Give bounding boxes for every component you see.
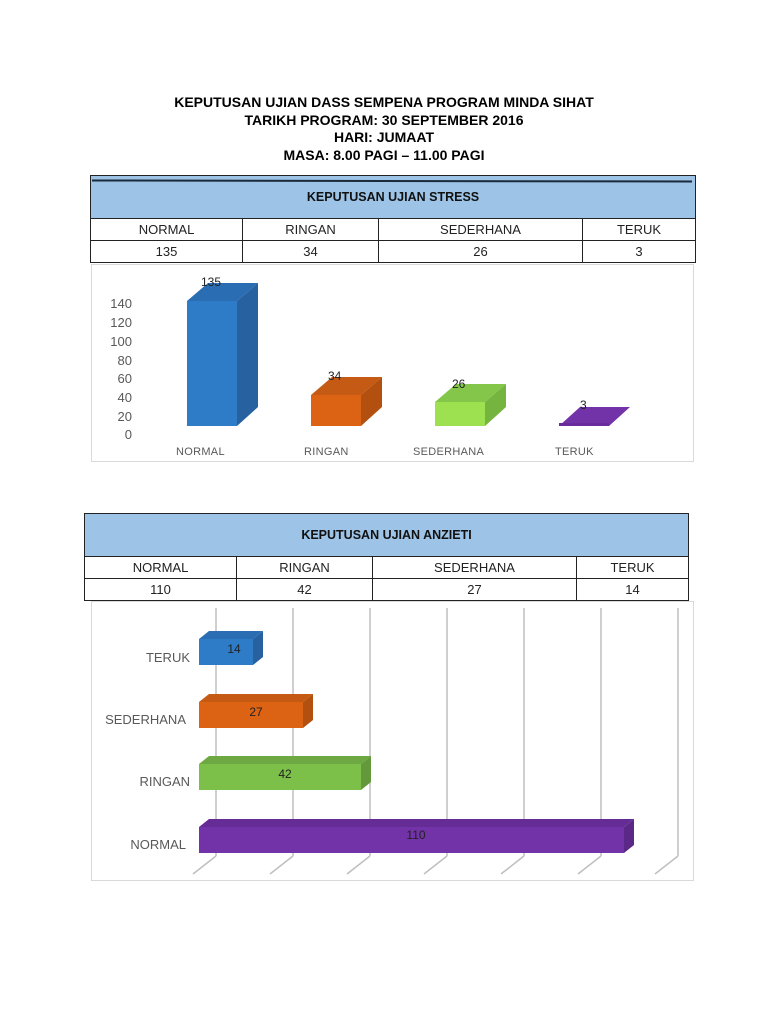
x-cat-teruk: TERUK (555, 446, 594, 458)
anxiety-val-normal: 110 (84, 578, 237, 601)
y-tick-40: 40 (117, 390, 132, 405)
stress-col-normal: NORMAL (90, 218, 243, 241)
title-line-1: KEPUTUSAN UJIAN DASS SEMPENA PROGRAM MIN… (174, 94, 594, 110)
bar-sederhana (435, 384, 506, 426)
x-cat-normal: NORMAL (176, 446, 225, 458)
anxiety-val-ringan: 42 (236, 578, 373, 601)
title-line-3: HARI: JUMAAT (333, 129, 435, 145)
document-title: KEPUTUSAN UJIAN DASS SEMPENA PROGRAM MIN… (0, 94, 768, 164)
y-tick-120: 120 (110, 315, 132, 330)
stress-result-table: KEPUTUSAN UJIAN STRESS NORMAL RINGAN SED… (90, 175, 696, 263)
stress-col-ringan: RINGAN (242, 218, 379, 241)
y-tick-100: 100 (110, 334, 132, 349)
y-tick-0: 0 (124, 427, 132, 442)
anxiety-col-teruk: TERUK (575, 556, 690, 579)
bar-normal (187, 283, 258, 426)
title-line-4: MASA: 8.00 PAGI – 11.00 PAGI (283, 146, 485, 163)
stress-val-normal: 135 (90, 240, 243, 263)
stress-col-sederhana: SEDERHANA (378, 218, 583, 241)
y-tick-80: 80 (117, 353, 132, 368)
hbar-label-sederhana: 27 (249, 705, 263, 719)
anxiety-val-teruk: 14 (575, 578, 690, 601)
hbar-sederhana (199, 694, 313, 728)
y-tick-60: 60 (117, 371, 132, 386)
anxiety-col-normal: NORMAL (84, 556, 237, 579)
stress-col-teruk: TERUK (582, 218, 696, 241)
data-label-teruk: 3 (580, 398, 587, 412)
anxiety-col-sederhana: SEDERHANA (372, 556, 577, 579)
anxiety-grid-and-bars (192, 608, 679, 875)
stress-bars (187, 283, 630, 426)
data-label-normal: 135 (201, 275, 222, 289)
y-tick-20: 20 (117, 409, 132, 424)
hbar-label-ringan: 42 (278, 767, 292, 781)
hbar-teruk (199, 631, 263, 665)
y-cat-teruk: TERUK (145, 650, 190, 665)
hbar-label-normal: 110 (406, 828, 426, 842)
anxiety-bar-chart: TERUK SEDERHANA RINGAN NORMAL 14 27 42 1… (91, 601, 694, 881)
hbar-normal (199, 819, 634, 853)
y-cat-sederhana: SEDERHANA (105, 712, 186, 727)
stress-val-teruk: 3 (582, 240, 696, 263)
gridlines (192, 608, 679, 875)
y-cat-normal: NORMAL (130, 837, 186, 852)
title-line-2: TARIKH PROGRAM: 30 SEPTEMBER 2016 (244, 111, 524, 128)
anxiety-result-table: KEPUTUSAN UJIAN ANZIETI NORMAL RINGAN SE… (83, 513, 690, 601)
hbar-label-teruk: 14 (227, 642, 241, 656)
stress-val-ringan: 34 (242, 240, 379, 263)
anxiety-col-ringan: RINGAN (236, 556, 373, 579)
stress-val-sederhana: 26 (378, 240, 583, 263)
data-label-ringan: 34 (328, 369, 342, 383)
data-label-sederhana: 26 (452, 377, 466, 391)
x-cat-ringan: RINGAN (304, 446, 349, 458)
y-cat-ringan: RINGAN (139, 774, 190, 789)
anxiety-table-title: KEPUTUSAN UJIAN ANZIETI (83, 513, 690, 557)
bar-teruk (559, 407, 630, 426)
x-cat-sederhana: SEDERHANA (413, 446, 485, 458)
bar-ringan (311, 377, 382, 426)
stress-column-chart: 140 120 100 80 60 40 20 0 135 34 (91, 264, 694, 462)
anxiety-val-sederhana: 27 (372, 578, 577, 601)
hbar-ringan (199, 756, 371, 790)
y-tick-140: 140 (110, 296, 132, 311)
